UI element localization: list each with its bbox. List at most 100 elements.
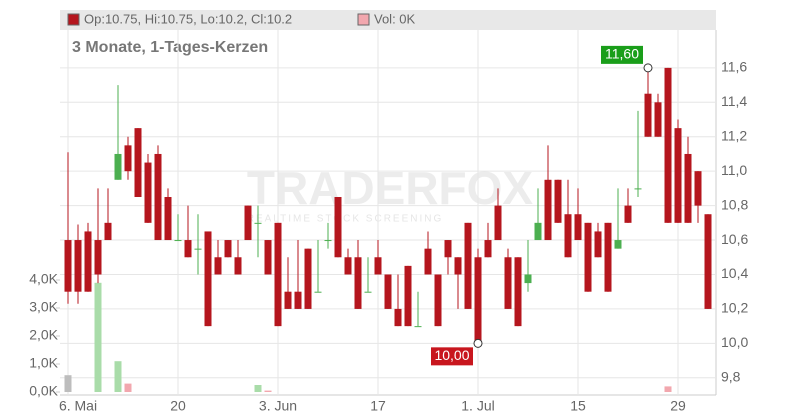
x-tick-label: 6. Mai xyxy=(59,398,97,414)
x-tick-label: 17 xyxy=(370,398,386,414)
candle-body xyxy=(484,240,492,258)
candle-body xyxy=(344,257,352,275)
candle-body xyxy=(384,274,392,309)
legend-swatch xyxy=(67,13,80,26)
candle-body xyxy=(84,231,92,292)
candle-body xyxy=(354,257,362,309)
min-label: 10,00 xyxy=(434,347,469,363)
candle-body xyxy=(514,257,522,327)
y2-tick-label: 1,0K xyxy=(29,355,58,371)
y-tick-label: 10,6 xyxy=(721,231,748,247)
y2-tick-label: 0,0K xyxy=(29,383,58,399)
candle-body xyxy=(224,240,232,258)
candle-body xyxy=(534,222,542,241)
candle-body xyxy=(204,231,212,327)
grid xyxy=(60,30,716,395)
candle-body xyxy=(664,67,672,223)
subtitle: 3 Monate, 1-Tages-Kerzen xyxy=(72,39,268,56)
candle-body xyxy=(164,197,172,241)
y-tick-label: 11,6 xyxy=(721,59,747,75)
candle-body xyxy=(274,222,282,327)
legend-ohlc: Op:10.75, Hi:10.75, Lo:10.2, Cl:10.2 xyxy=(84,11,292,26)
volume-bar xyxy=(64,375,72,392)
candle-body xyxy=(304,248,312,309)
y2-tick-label: 3,0K xyxy=(29,299,58,315)
max-marker xyxy=(643,63,653,73)
candle-body xyxy=(454,257,462,275)
candle-body xyxy=(584,222,592,292)
candle-body xyxy=(94,240,102,275)
legend-swatch xyxy=(357,13,370,26)
candle-body xyxy=(324,240,332,242)
y-tick-label: 11,0 xyxy=(721,162,747,178)
legend-bar xyxy=(60,10,716,30)
candle-body xyxy=(154,153,162,241)
y2-tick-label: 2,0K xyxy=(29,327,58,343)
candle-body xyxy=(694,171,702,206)
candle-body xyxy=(314,291,322,293)
candle-body xyxy=(554,179,562,223)
candle-body xyxy=(134,128,142,198)
y-tick-label: 9,8 xyxy=(721,368,741,384)
candle-body xyxy=(634,188,642,190)
candle-body xyxy=(544,179,552,241)
candle-body xyxy=(594,231,602,258)
volume-bar xyxy=(254,385,262,392)
candle-body xyxy=(364,291,372,293)
candle-body xyxy=(644,93,652,137)
y-tick-label: 10,8 xyxy=(721,196,748,212)
candle-body xyxy=(444,240,452,258)
candle-body xyxy=(214,257,222,275)
candle-body xyxy=(624,205,632,223)
candle-body xyxy=(504,257,512,309)
candle-body xyxy=(194,248,202,250)
y-tick-label: 10,0 xyxy=(721,334,748,350)
x-tick-label: 15 xyxy=(570,398,586,414)
candle-body xyxy=(264,240,272,275)
candle-body xyxy=(434,274,442,327)
candle-body xyxy=(284,291,292,309)
volume-bar xyxy=(94,282,102,392)
max-label: 11,60 xyxy=(605,46,639,62)
candle-body xyxy=(244,205,252,241)
candle-body xyxy=(114,153,122,180)
volume-bar xyxy=(114,361,122,392)
candle-body xyxy=(254,222,262,224)
candle-body xyxy=(234,257,242,275)
candle-body xyxy=(494,205,502,241)
candle-body xyxy=(334,197,342,258)
volume-bar xyxy=(264,390,272,392)
candle-body xyxy=(374,257,382,275)
y-tick-label: 10,4 xyxy=(721,265,748,281)
candle-body xyxy=(144,162,152,223)
candle-body xyxy=(684,153,692,223)
candle-body xyxy=(74,240,82,292)
watermark: TRADERFOX xyxy=(247,162,534,214)
candle-body xyxy=(414,326,422,328)
candle-body xyxy=(174,240,182,242)
candle-body xyxy=(604,222,612,292)
candle-body xyxy=(524,274,532,284)
candle-body xyxy=(64,240,72,292)
y-tick-label: 11,4 xyxy=(721,93,747,109)
candle-body xyxy=(564,214,572,258)
candle-body xyxy=(104,222,112,241)
candle-body xyxy=(464,222,472,309)
legend-volume: Vol: 0K xyxy=(374,11,416,26)
candle-body xyxy=(474,257,482,344)
x-tick-label: 1. Jul xyxy=(461,398,494,414)
volume-bar xyxy=(124,383,132,392)
candle-body xyxy=(184,240,192,258)
candle-body xyxy=(424,248,432,275)
candle-body xyxy=(574,214,582,241)
x-tick-label: 20 xyxy=(170,398,186,414)
volume-bar xyxy=(664,386,672,392)
min-marker xyxy=(473,338,483,348)
candle-body xyxy=(404,265,412,327)
candle-body xyxy=(704,214,712,309)
x-tick-label: 29 xyxy=(670,398,686,414)
candle-body xyxy=(654,102,662,137)
candle-body xyxy=(124,145,132,172)
